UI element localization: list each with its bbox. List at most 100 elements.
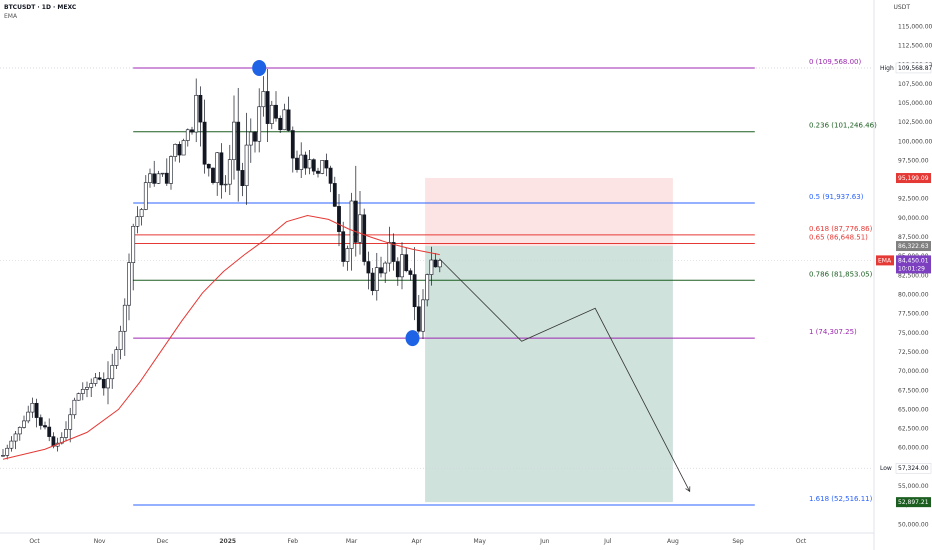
fib-label-0.236: 0.236 (101,246.46) <box>809 122 877 130</box>
high-marker <box>252 59 267 76</box>
y-tick-label: 115,000.00 <box>898 23 932 30</box>
candle-down <box>202 121 207 165</box>
candle-up <box>1 455 5 457</box>
candle-down <box>328 167 333 184</box>
x-tick-label: Jun <box>539 538 550 545</box>
candle-up <box>387 242 392 264</box>
y-tick-label: 70,000.00 <box>898 368 929 375</box>
candle-down <box>274 104 278 119</box>
y-tick-label: 65,000.00 <box>898 406 929 413</box>
candle-down <box>379 267 383 274</box>
stop-price-label-bg <box>896 173 931 184</box>
price-axis-panel <box>874 0 932 550</box>
candle-up <box>307 159 312 169</box>
x-tick-label: Aug <box>667 538 679 545</box>
candle-up <box>244 144 249 186</box>
current-price-label-prefix: EMA <box>878 257 892 264</box>
candle-down <box>206 163 211 169</box>
candle-down <box>433 259 438 268</box>
candle-up <box>59 437 64 444</box>
candle-up <box>22 420 26 428</box>
candle-down <box>290 130 295 159</box>
candle-up <box>215 152 220 183</box>
y-tick-label: 72,500.00 <box>898 349 929 356</box>
candle-up <box>223 183 228 186</box>
candle-down <box>362 214 367 262</box>
candle-up <box>106 378 110 389</box>
candle-up <box>72 399 77 416</box>
candle-up <box>143 182 148 210</box>
candle-up <box>437 260 442 268</box>
candle-up <box>374 267 379 291</box>
candle-up <box>400 254 404 278</box>
low-price-label-prefix-bg <box>878 463 896 474</box>
candle-down <box>278 117 283 131</box>
candle-down <box>265 91 270 124</box>
candle-down <box>370 272 375 291</box>
indicator-label[interactable]: EMA <box>4 13 18 20</box>
y-tick-label: 60,000.00 <box>898 445 929 452</box>
y-tick-label: 112,500.00 <box>898 42 932 49</box>
candle-down <box>211 167 215 183</box>
fib-label-1: 1 (74,307.25) <box>809 328 857 336</box>
candle-up <box>358 214 362 243</box>
candle-down <box>253 131 257 142</box>
y-tick-label: 92,500.00 <box>898 196 929 203</box>
stop-price-label: 95,199.09 <box>898 175 929 182</box>
candle-up <box>68 414 73 430</box>
y-tick-label: 90,000.00 <box>898 215 929 222</box>
fib-label-0.65: 0.65 (86,648.51) <box>809 234 868 242</box>
candle-up <box>269 104 274 124</box>
current-price-label-bg <box>896 255 931 274</box>
candle-down <box>404 254 409 272</box>
x-tick-label: Mar <box>346 538 358 545</box>
fib-label-1.618: 1.618 (52,516.11) <box>809 495 873 503</box>
candle-up <box>425 274 430 301</box>
y-tick-label: 87,500.00 <box>898 234 929 241</box>
candle-up <box>173 144 178 157</box>
candle-down <box>152 173 157 184</box>
y-tick-label: 62,500.00 <box>898 426 929 433</box>
take-profit-zone <box>425 246 673 503</box>
candle-down <box>391 242 396 262</box>
y-tick-label: 50,000.00 <box>898 521 929 528</box>
candle-down <box>337 206 341 232</box>
y-tick-label: 100,000.00 <box>898 138 932 145</box>
candle-down <box>332 183 337 207</box>
candle-up <box>30 402 35 413</box>
candle-down <box>412 274 417 308</box>
candle-down <box>198 94 203 123</box>
candle-down <box>353 200 358 243</box>
candle-down <box>324 160 329 169</box>
candle-down <box>295 157 299 170</box>
fib-label-0: 0 (109,568.00) <box>809 58 861 66</box>
x-tick-label: Apr <box>412 538 423 545</box>
projection-path <box>439 258 691 492</box>
candle-up <box>64 429 68 438</box>
candle-down <box>395 261 400 278</box>
y-tick-label: 97,500.00 <box>898 157 929 164</box>
candle-down <box>51 436 56 447</box>
candle-down <box>366 261 371 274</box>
candle-up <box>248 131 253 146</box>
fib-label-0.5: 0.5 (91,937.63) <box>809 193 864 201</box>
high-price-label-prefix-bg <box>878 62 896 73</box>
y-tick-label: 107,500.00 <box>898 81 932 88</box>
y-tick-label: 80,000.00 <box>898 291 929 298</box>
candle-up <box>194 94 199 133</box>
symbol-title[interactable]: BTCUSDT · 1D · MEXC <box>4 4 77 11</box>
y-tick-label: 102,500.00 <box>898 119 932 126</box>
y-tick-label: 67,500.00 <box>898 387 929 394</box>
candle-up <box>26 411 31 422</box>
target-price-label: 52,897.21 <box>898 499 929 506</box>
candle-up <box>320 160 325 174</box>
candle-up <box>122 304 127 332</box>
candle-down <box>236 121 241 171</box>
candle-down <box>341 231 346 262</box>
y-tick-label: 77,500.00 <box>898 311 929 318</box>
candle-up <box>5 447 10 456</box>
candle-up <box>261 91 266 108</box>
candle-down <box>316 170 320 174</box>
candle-down <box>177 144 182 156</box>
